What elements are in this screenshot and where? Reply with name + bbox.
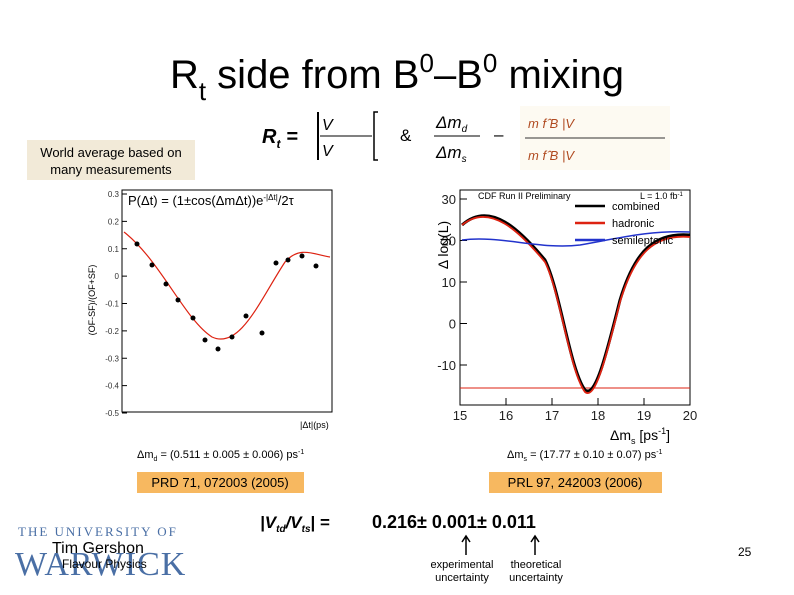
exp-label: uncertainty	[435, 572, 489, 584]
minus: –	[494, 125, 504, 144]
formula-vtd: V	[322, 117, 334, 134]
arrows	[461, 534, 540, 555]
right-header: CDF Run II Preliminary	[478, 191, 571, 201]
legend-label: combined	[612, 201, 660, 213]
y-tick-label: 30	[442, 192, 456, 207]
result-lhs: |Vtd/Vts| =	[260, 513, 330, 535]
plot-bg	[85, 185, 335, 445]
lumi: L = 1.0 fb-1	[640, 191, 683, 201]
left-result: Δmd = (0.511 ± 0.005 ± 0.006) ps-1	[137, 449, 304, 463]
hadronic-curve	[461, 216, 691, 394]
formula-glyph: m f ̂B |V	[528, 148, 575, 163]
x-label: Δms [ps-1]	[610, 426, 670, 446]
bracket	[373, 111, 378, 161]
legend-label: hadronic	[612, 218, 655, 230]
course: Flavour Physics	[62, 557, 147, 571]
x-tick-label: 15	[453, 408, 467, 423]
formula: Rt = V V & Δmd Δms – m f ̂B |V m f ̂B |V	[262, 106, 670, 170]
reference: PRD 71, 072003 (2005)	[151, 475, 288, 490]
x-tick-label: 20	[683, 408, 697, 423]
note-box	[27, 140, 195, 180]
formula-glyph: m f ̂B |V	[528, 116, 575, 131]
logo-bottom: WARWICK	[15, 546, 186, 583]
x-tick-label: 16	[499, 408, 513, 423]
y-tick-label: -10	[437, 358, 456, 373]
result-value: 0.216± 0.001± 0.011	[372, 512, 536, 532]
x-tick-label: 19	[637, 408, 651, 423]
y-tick-label: 10	[442, 275, 456, 290]
reference: PRL 97, 242003 (2006)	[508, 475, 643, 490]
exp-label: experimental	[431, 559, 494, 571]
theo-label: theoretical	[511, 559, 562, 571]
y-tick-label: -0.2	[105, 327, 119, 336]
y-tick-label: 0.3	[108, 190, 120, 199]
author: Tim Gershon	[52, 540, 144, 557]
x-tick-label: 17	[545, 408, 559, 423]
y-tick-label: -0.4	[105, 382, 119, 391]
and: &	[400, 126, 412, 145]
combined-curve	[461, 214, 691, 393]
formula-vcb: V	[322, 143, 334, 160]
result: |Vtd/Vts| = 0.216± 0.001± 0.011	[260, 512, 536, 535]
note-line: many measurements	[50, 162, 172, 177]
x-tick-label: 18	[591, 408, 605, 423]
note-line: World average based on	[40, 145, 181, 160]
y-tick-label: -0.3	[105, 354, 119, 363]
y-tick-label: -0.5	[105, 409, 119, 418]
y-label: (OF-SF)/(OF+SF)	[87, 265, 97, 336]
right-plot: CDF Run II Preliminary L = 1.0 fb-1 30 20…	[435, 189, 697, 493]
left-header: P(Δt) = (1±cos(ΔmΔt))e-|Δt|/2τ	[128, 193, 295, 208]
y-label: Δ log(L)	[435, 221, 451, 269]
legend-label: semileptonic	[612, 235, 674, 247]
y-tick-label: 0	[115, 272, 120, 281]
formula-lhs: Rt =	[262, 126, 298, 151]
reference-box	[489, 472, 662, 493]
x-label: |Δt|(ps)	[300, 420, 329, 430]
frame	[459, 189, 691, 406]
dm-top: Δmd	[435, 113, 468, 135]
y-tick-label: -0.1	[105, 300, 119, 309]
y-tick-label: 20	[442, 234, 456, 249]
reference-box	[137, 472, 304, 493]
logo-top: THE UNIVERSITY OF	[18, 524, 178, 539]
theo-label: uncertainty	[509, 572, 563, 584]
semileptonic-curve	[461, 230, 691, 247]
y-tick-label: 0	[449, 317, 456, 332]
y-tick-label: 0.2	[108, 217, 120, 226]
frame	[121, 189, 333, 413]
points	[134, 241, 319, 352]
right-result: Δms = (17.77 ± 0.10 ± 0.07) ps-1	[507, 449, 663, 463]
left-plot: P(Δt) = (1±cos(ΔmΔt))e-|Δt|/2τ 0.3 0.2 0.1…	[85, 185, 335, 493]
page-number: 25	[738, 545, 752, 559]
title: Rt side from B0–B0 mixing	[170, 48, 624, 106]
y-tick-label: 0.1	[108, 245, 120, 254]
dm-bottom: Δms	[435, 143, 467, 165]
